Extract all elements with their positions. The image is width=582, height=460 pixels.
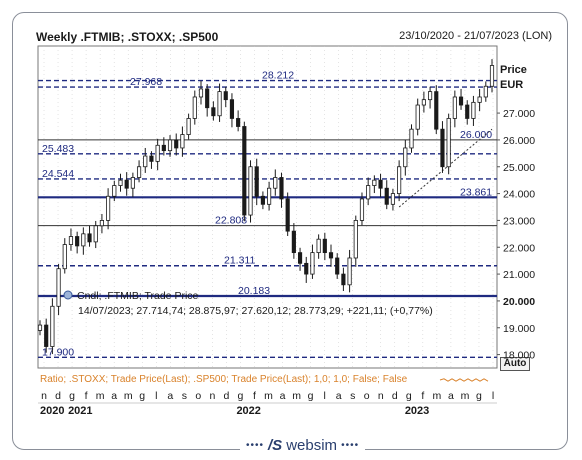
price-axis-label: Price xyxy=(500,64,527,76)
currency-label: EUR xyxy=(500,79,524,91)
websim-logo-mark: /S xyxy=(268,436,283,454)
ratio-indicator-label: Ratio; .STOXX; Trade Price(Last); .SP500… xyxy=(40,374,408,385)
chart-title: Weekly .FTMIB; .STOXX; .SP500 xyxy=(36,30,219,44)
dots-left-icon: •••• xyxy=(246,439,265,451)
websim-logo: •••• /S websim •••• xyxy=(240,436,366,454)
dots-right-icon: •••• xyxy=(341,439,360,451)
auto-scale-button[interactable]: Auto xyxy=(500,357,530,371)
date-range: 23/10/2020 - 21/07/2023 (LON) xyxy=(399,30,552,42)
websim-logo-text: websim xyxy=(286,436,338,454)
